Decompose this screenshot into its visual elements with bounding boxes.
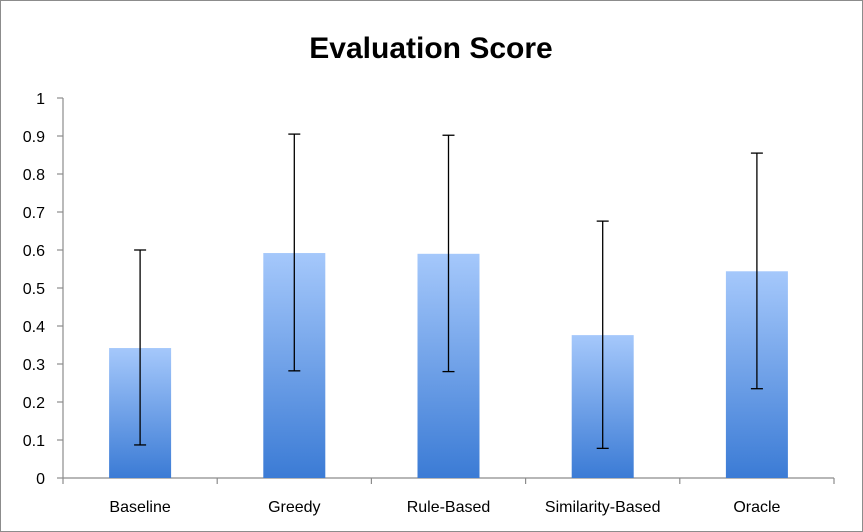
y-tick-label: 0.5 [23, 281, 45, 298]
x-tick-label: Baseline [109, 499, 170, 516]
x-axis: Baseline Greedy Rule-Based Similarity-Based… [62, 477, 835, 516]
y-tick-label: 0.3 [23, 357, 45, 374]
y-tick-label: 0.9 [23, 129, 45, 146]
y-tick-label: 0.4 [23, 319, 45, 336]
y-tick-label: 0.2 [23, 395, 45, 412]
y-tick-label: 0 [36, 471, 45, 488]
y-tick-label: 0.8 [23, 167, 45, 184]
x-tick-label: Greedy [268, 499, 320, 516]
chart-title: Evaluation Score [309, 32, 552, 65]
y-tick-label: 0.6 [23, 243, 45, 260]
x-tick-label: Similarity-Based [545, 499, 661, 516]
y-tick-label: 0.1 [23, 433, 45, 450]
y-tick-label: 0.7 [23, 205, 45, 222]
x-tick-label: Rule-Based [407, 499, 491, 516]
x-tick-label: Oracle [733, 499, 780, 516]
error-bars [134, 133, 763, 450]
y-axis: 0 0.1 0.2 0.3 0.4 0.5 0.6 0.7 0.8 0.9 1 [23, 91, 64, 488]
y-tick-label: 1 [36, 91, 45, 108]
